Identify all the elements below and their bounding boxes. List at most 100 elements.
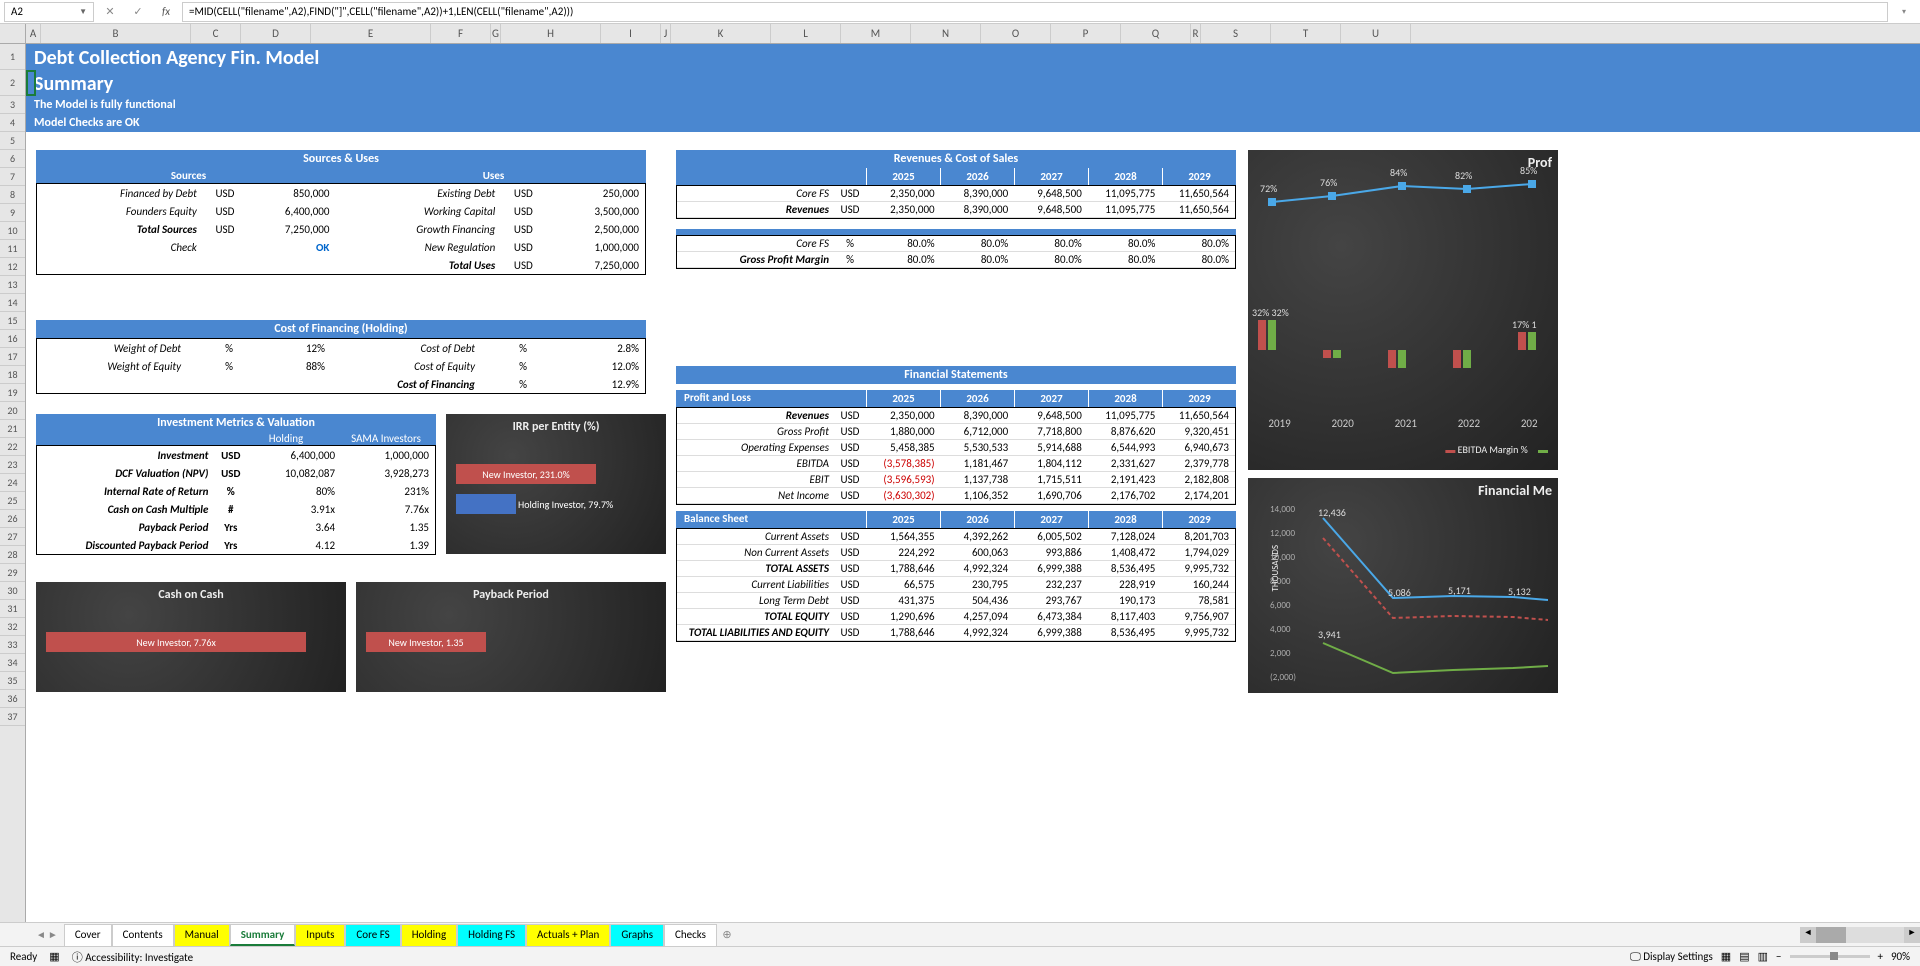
col-header[interactable]: L [771, 24, 841, 43]
row-header[interactable]: 21 [0, 420, 25, 438]
row-header[interactable]: 28 [0, 546, 25, 564]
zoom-level[interactable]: 90% [1891, 950, 1910, 963]
view-layout-icon[interactable]: ▤ [1739, 950, 1749, 963]
expand-icon[interactable]: ▾ [1892, 2, 1916, 22]
row-header[interactable]: 12 [0, 258, 25, 276]
tab-contents[interactable]: Contents [112, 924, 174, 946]
col-header[interactable]: R [1191, 24, 1201, 43]
row-header[interactable]: 15 [0, 312, 25, 330]
row-header[interactable]: 14 [0, 294, 25, 312]
row-header[interactable]: 4 [0, 114, 25, 132]
row-header[interactable]: 37 [0, 708, 25, 726]
add-sheet-button[interactable]: ⊕ [717, 928, 737, 941]
col-header[interactable]: O [981, 24, 1051, 43]
col-header[interactable]: I [601, 24, 661, 43]
row-header[interactable]: 19 [0, 384, 25, 402]
col-header[interactable]: E [311, 24, 431, 43]
tab-checks[interactable]: Checks [664, 924, 717, 946]
row-header[interactable]: 8 [0, 186, 25, 204]
tab-nav[interactable]: ◄► [30, 928, 64, 941]
formula-input[interactable]: =MID(CELL("filename",A2),FIND("]",CELL("… [182, 2, 1888, 22]
dropdown-icon[interactable]: ▼ [79, 7, 87, 17]
header-block: Debt Collection Agency Fin. Model Summar… [26, 44, 1920, 132]
row-header[interactable]: 7 [0, 168, 25, 186]
profitability-chart: Prof 72%76%84%82%85% 32% 32%17% 1 201920… [1248, 150, 1558, 470]
col-header[interactable]: C [191, 24, 241, 43]
row-header[interactable]: 20 [0, 402, 25, 420]
tab-holding-fs[interactable]: Holding FS [457, 924, 526, 946]
col-header[interactable]: Q [1121, 24, 1191, 43]
row-header[interactable]: 16 [0, 330, 25, 348]
accessibility-status[interactable]: ⓘ Accessibility: Investigate [72, 949, 193, 965]
col-header[interactable]: G [491, 24, 501, 43]
select-all-corner[interactable] [0, 24, 26, 43]
row-header[interactable]: 2 [0, 70, 25, 96]
col-header[interactable]: D [241, 24, 311, 43]
row-header[interactable]: 32 [0, 618, 25, 636]
col-header[interactable]: N [911, 24, 981, 43]
row-header[interactable]: 27 [0, 528, 25, 546]
col-header[interactable]: K [671, 24, 771, 43]
row-header[interactable]: 30 [0, 582, 25, 600]
h-scrollbar[interactable]: ◄► [1800, 927, 1920, 943]
row-header[interactable]: 17 [0, 348, 25, 366]
row-header[interactable]: 33 [0, 636, 25, 654]
row-header[interactable]: 22 [0, 438, 25, 456]
tab-core-fs[interactable]: Core FS [345, 924, 400, 946]
note-1: The Model is fully functional [34, 98, 1912, 116]
row-header[interactable]: 5 [0, 132, 25, 150]
row-header[interactable]: 13 [0, 276, 25, 294]
row-header[interactable]: 9 [0, 204, 25, 222]
row-header[interactable]: 31 [0, 600, 25, 618]
confirm-icon[interactable]: ✓ [126, 2, 150, 22]
macro-icon[interactable]: ▦ [49, 950, 59, 963]
inv-metrics-section: Investment Metrics & Valuation Holding S… [36, 414, 436, 555]
status-ready: Ready [10, 950, 37, 963]
fx-icon[interactable]: fx [154, 2, 178, 22]
tab-graphs[interactable]: Graphs [610, 924, 664, 946]
col-header[interactable]: H [501, 24, 601, 43]
irr-chart: IRR per Entity (%) New Investor, 231.0% … [446, 414, 666, 554]
row-header[interactable]: 10 [0, 222, 25, 240]
col-header[interactable]: T [1271, 24, 1341, 43]
row-header[interactable]: 1 [0, 44, 25, 70]
row-header[interactable]: 18 [0, 366, 25, 384]
fin-stmt-section: Financial Statements Profit and Loss2025… [676, 366, 1236, 642]
col-header[interactable]: M [841, 24, 911, 43]
tab-summary[interactable]: Summary [230, 924, 296, 946]
row-header[interactable]: 25 [0, 492, 25, 510]
cancel-icon[interactable]: ✕ [98, 2, 122, 22]
col-header[interactable]: B [41, 24, 191, 43]
col-header[interactable]: P [1051, 24, 1121, 43]
row-header[interactable]: 24 [0, 474, 25, 492]
cost-financing-section: Cost of Financing (Holding) Weight of De… [36, 320, 646, 394]
name-box[interactable]: A2 ▼ [4, 2, 94, 22]
col-header[interactable]: S [1201, 24, 1271, 43]
tab-manual[interactable]: Manual [174, 924, 230, 946]
view-break-icon[interactable]: ▥ [1758, 950, 1768, 963]
tab-cover[interactable]: Cover [64, 924, 112, 946]
tab-actuals-+-plan[interactable]: Actuals + Plan [526, 924, 610, 946]
tab-inputs[interactable]: Inputs [295, 924, 345, 946]
zoom-out[interactable]: − [1776, 950, 1781, 963]
row-header[interactable]: 6 [0, 150, 25, 168]
col-header[interactable]: J [661, 24, 671, 43]
display-settings[interactable]: 🖵 Display Settings [1630, 950, 1713, 964]
row-header[interactable]: 34 [0, 654, 25, 672]
row-header[interactable]: 11 [0, 240, 25, 258]
zoom-in[interactable]: + [1878, 950, 1883, 963]
row-header[interactable]: 29 [0, 564, 25, 582]
col-header[interactable]: A [26, 24, 41, 43]
payback-chart: Payback Period New Investor, 1.35 [356, 582, 666, 692]
zoom-slider[interactable] [1790, 955, 1870, 958]
view-normal-icon[interactable]: ▦ [1721, 950, 1731, 963]
tab-holding[interactable]: Holding [401, 924, 457, 946]
row-header[interactable]: 35 [0, 672, 25, 690]
row-header[interactable]: 23 [0, 456, 25, 474]
row-header[interactable]: 3 [0, 96, 25, 114]
col-header[interactable]: U [1341, 24, 1411, 43]
row-header[interactable]: 26 [0, 510, 25, 528]
col-header[interactable]: F [431, 24, 491, 43]
row-header[interactable]: 36 [0, 690, 25, 708]
sheet-area[interactable]: Debt Collection Agency Fin. Model Summar… [26, 44, 1920, 922]
